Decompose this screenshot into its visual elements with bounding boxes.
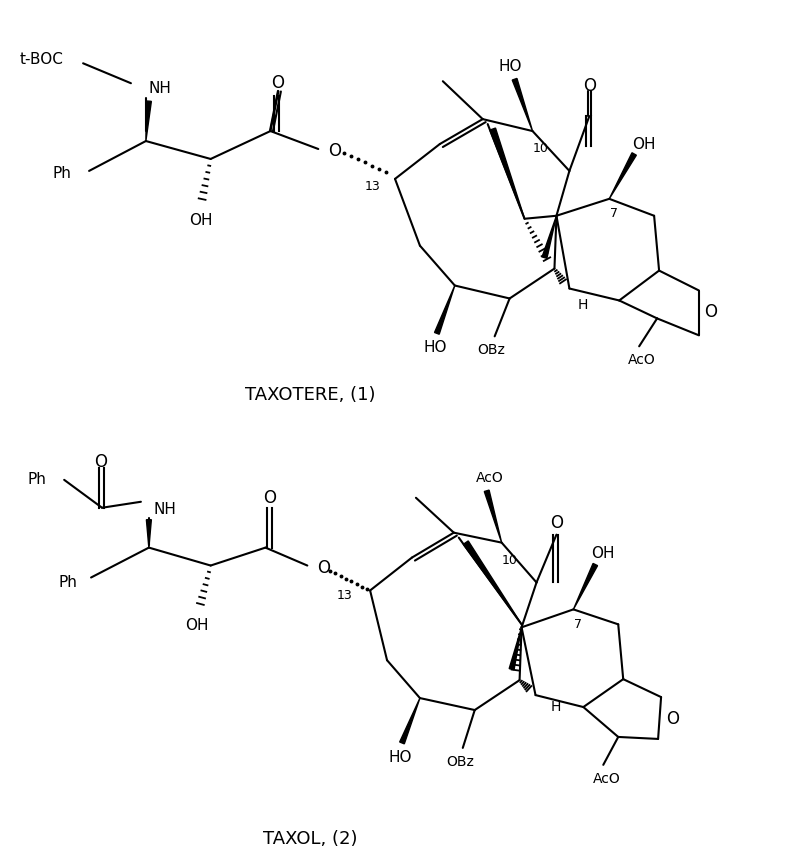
Text: TAXOTERE, (1): TAXOTERE, (1): [245, 386, 376, 404]
Text: O: O: [271, 75, 284, 92]
Text: OH: OH: [632, 136, 656, 152]
Text: O: O: [263, 489, 276, 507]
Text: Ph: Ph: [53, 167, 71, 181]
Polygon shape: [512, 78, 532, 131]
Text: Ph: Ph: [27, 472, 46, 487]
Polygon shape: [574, 563, 598, 609]
Text: NH: NH: [149, 81, 172, 95]
Text: O: O: [318, 558, 330, 576]
Text: OH: OH: [185, 618, 208, 633]
Text: O: O: [550, 514, 563, 532]
Text: 10: 10: [532, 142, 548, 155]
Text: O: O: [328, 142, 342, 160]
Polygon shape: [146, 520, 152, 548]
Text: 13: 13: [365, 181, 380, 194]
Text: O: O: [705, 304, 717, 321]
Polygon shape: [146, 101, 152, 141]
Text: HO: HO: [499, 59, 523, 74]
Polygon shape: [484, 490, 502, 542]
Text: Ph: Ph: [58, 575, 77, 590]
Text: AcO: AcO: [592, 772, 620, 786]
Polygon shape: [435, 286, 455, 334]
Polygon shape: [490, 128, 524, 219]
Text: H: H: [551, 700, 561, 714]
Text: 10: 10: [502, 554, 518, 567]
Text: 13: 13: [337, 589, 352, 602]
Text: O: O: [583, 77, 596, 95]
Text: AcO: AcO: [476, 470, 504, 485]
Text: t-BOC: t-BOC: [19, 52, 63, 67]
Text: H: H: [577, 299, 587, 312]
Text: TAXOL, (2): TAXOL, (2): [263, 830, 358, 847]
Polygon shape: [400, 698, 420, 744]
Polygon shape: [509, 628, 522, 670]
Text: 7: 7: [610, 207, 618, 220]
Text: O: O: [94, 453, 108, 471]
Polygon shape: [464, 541, 522, 624]
Text: OBz: OBz: [478, 343, 506, 358]
Polygon shape: [542, 216, 556, 259]
Text: OBz: OBz: [446, 755, 474, 769]
Text: NH: NH: [154, 503, 176, 517]
Text: HO: HO: [389, 750, 412, 766]
Text: HO: HO: [423, 339, 447, 355]
Text: AcO: AcO: [628, 353, 656, 367]
Text: O: O: [666, 710, 680, 728]
Polygon shape: [609, 153, 636, 199]
Text: OH: OH: [189, 214, 212, 228]
Text: 7: 7: [575, 618, 583, 631]
Text: OH: OH: [591, 546, 615, 561]
